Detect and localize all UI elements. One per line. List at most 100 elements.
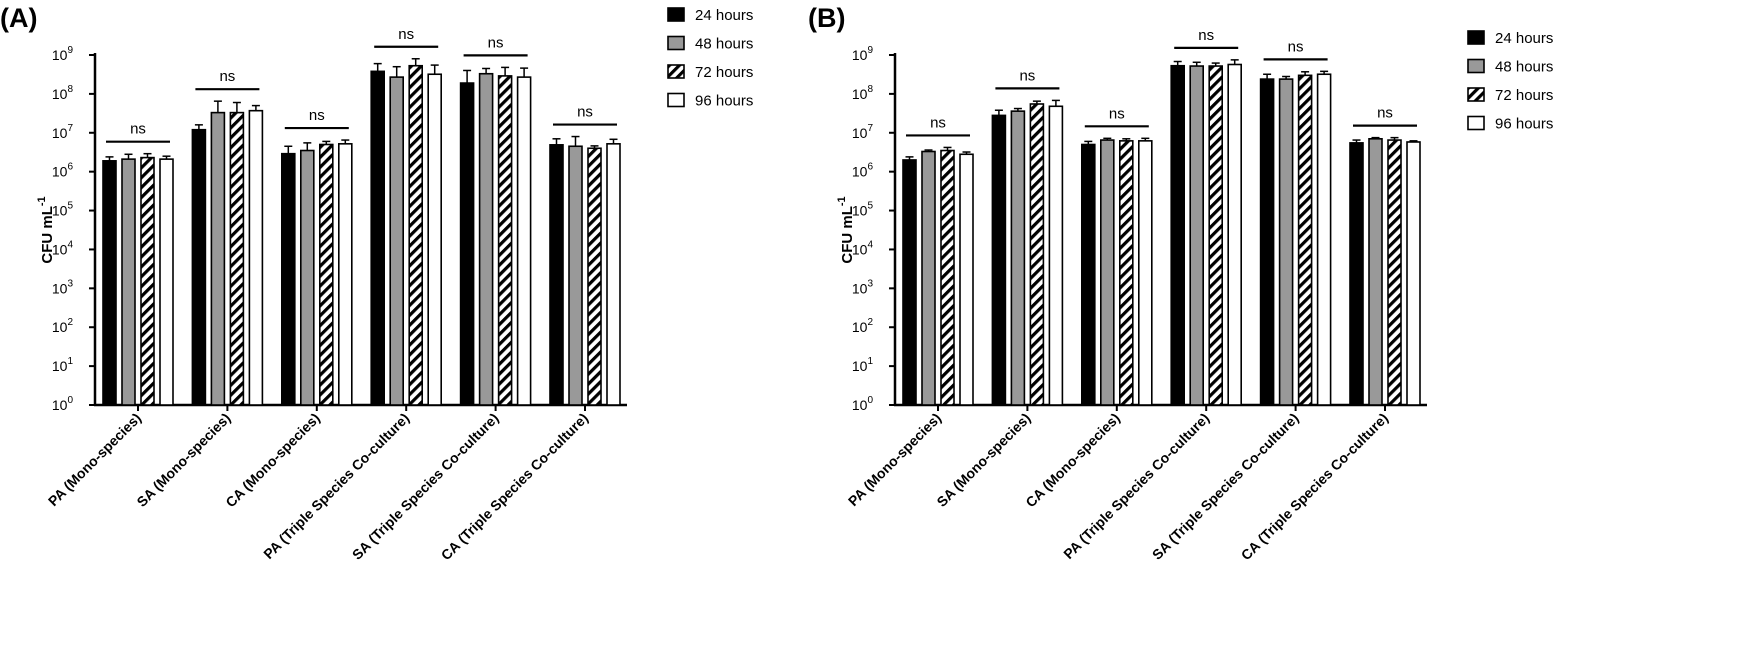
bar <box>1029 103 1045 406</box>
y-axis-label: CFU mL-1 <box>836 196 856 263</box>
legend-swatch <box>1467 30 1485 45</box>
x-tick-label: PA (Triple Species Co-culture) <box>1060 410 1212 562</box>
x-tick-label: SA (Mono-species) <box>933 410 1033 510</box>
y-tick-label: 105 <box>852 201 874 219</box>
bar <box>229 111 245 406</box>
significance-label: ns <box>219 68 235 85</box>
legend-label: 24 hours <box>695 7 753 24</box>
legend-swatch <box>667 64 685 79</box>
panel-label: (A) <box>0 3 37 33</box>
x-tick-label: SA (Triple Species Co-culture) <box>349 410 502 563</box>
bar <box>1227 63 1242 406</box>
bar <box>1208 65 1223 406</box>
bar <box>1316 73 1332 406</box>
x-tick-label: CA (Triple Species Co-culture) <box>1238 410 1391 563</box>
significance-label: ns <box>398 26 414 43</box>
bar <box>991 114 1007 406</box>
bar <box>606 143 621 406</box>
legend-label: 24 hours <box>1495 30 1553 47</box>
y-tick-label: 101 <box>52 356 74 374</box>
significance-label: ns <box>1377 105 1393 122</box>
bar <box>121 158 136 406</box>
significance-label: ns <box>488 34 504 51</box>
bar <box>516 76 532 406</box>
bar <box>549 144 564 406</box>
y-tick-label: 107 <box>52 123 74 141</box>
y-tick-label: 107 <box>852 123 874 141</box>
legend-swatch <box>667 35 685 51</box>
x-tick-label: SA (Mono-species) <box>133 410 233 510</box>
bar <box>1119 140 1134 406</box>
bar <box>1368 138 1383 406</box>
bar <box>1259 78 1275 406</box>
y-tick-label: 104 <box>52 239 74 257</box>
bar <box>102 160 117 406</box>
legend-swatch <box>1467 115 1485 131</box>
bar <box>587 147 602 406</box>
panel-a: (A) 100 101 102 103 104 105 106 107 108 109 CFU mL-… <box>0 3 753 563</box>
bar <box>1349 142 1364 406</box>
bar <box>1048 105 1064 406</box>
bar <box>140 156 155 406</box>
bar <box>1100 139 1115 406</box>
y-tick-label: 103 <box>852 278 874 296</box>
y-tick-label: 100 <box>52 395 74 413</box>
significance-label: ns <box>130 121 146 138</box>
bar <box>408 64 424 406</box>
legend-swatch <box>1467 58 1485 74</box>
y-axis-label: CFU mL-1 <box>36 196 56 263</box>
y-tick-label: 101 <box>852 356 874 374</box>
bar <box>902 159 917 406</box>
bar <box>210 111 226 406</box>
bar <box>1387 139 1402 406</box>
bar <box>318 143 334 406</box>
bar <box>337 143 353 406</box>
bar <box>1297 74 1313 406</box>
x-tick-label: PA (Triple Species Co-culture) <box>260 410 412 562</box>
legend-swatch <box>1467 87 1485 102</box>
legend-label: 72 hours <box>695 64 753 81</box>
y-tick-label: 109 <box>852 45 874 63</box>
bar <box>1138 140 1153 406</box>
y-tick-label: 103 <box>52 278 74 296</box>
y-tick-label: 109 <box>52 45 74 63</box>
significance-label: ns <box>1109 105 1125 122</box>
bar <box>1278 78 1294 406</box>
significance-label: ns <box>930 114 946 131</box>
x-tick-label: CA (Mono-species) <box>1022 410 1123 511</box>
bar <box>959 153 974 406</box>
significance-label: ns <box>577 104 593 121</box>
y-tick-label: 104 <box>852 239 874 257</box>
legend-swatch <box>667 7 685 22</box>
y-tick-label: 106 <box>52 162 74 180</box>
y-tick-label: 102 <box>52 317 74 335</box>
x-tick-label: CA (Mono-species) <box>222 410 323 511</box>
bar <box>427 73 443 406</box>
y-tick-label: 108 <box>52 84 74 102</box>
x-tick-label: SA (Triple Species Co-culture) <box>1149 410 1302 563</box>
bar <box>389 76 405 406</box>
legend-label: 48 hours <box>1495 59 1553 76</box>
y-tick-label: 105 <box>52 201 74 219</box>
legend-label: 96 hours <box>1495 116 1553 133</box>
significance-label: ns <box>1198 27 1214 44</box>
bar <box>1010 110 1026 406</box>
legend-label: 72 hours <box>1495 87 1553 104</box>
significance-label: ns <box>309 107 325 124</box>
bar <box>159 158 174 406</box>
bar <box>1170 64 1185 406</box>
y-tick-label: 102 <box>852 317 874 335</box>
bar <box>1081 143 1096 406</box>
panel-b: (B) 100 101 102 103 104 105 106 107 108 109 CFU mL-… <box>808 3 1553 563</box>
bar <box>921 150 936 406</box>
bar <box>280 152 296 406</box>
x-tick-label: PA (Mono-species) <box>845 410 944 509</box>
bar <box>191 128 207 406</box>
bar <box>940 149 955 406</box>
y-tick-label: 100 <box>852 395 874 413</box>
significance-label: ns <box>1288 38 1304 55</box>
x-tick-label: CA (Triple Species Co-culture) <box>438 410 591 563</box>
bar <box>497 75 513 406</box>
y-tick-label: 108 <box>852 84 874 102</box>
